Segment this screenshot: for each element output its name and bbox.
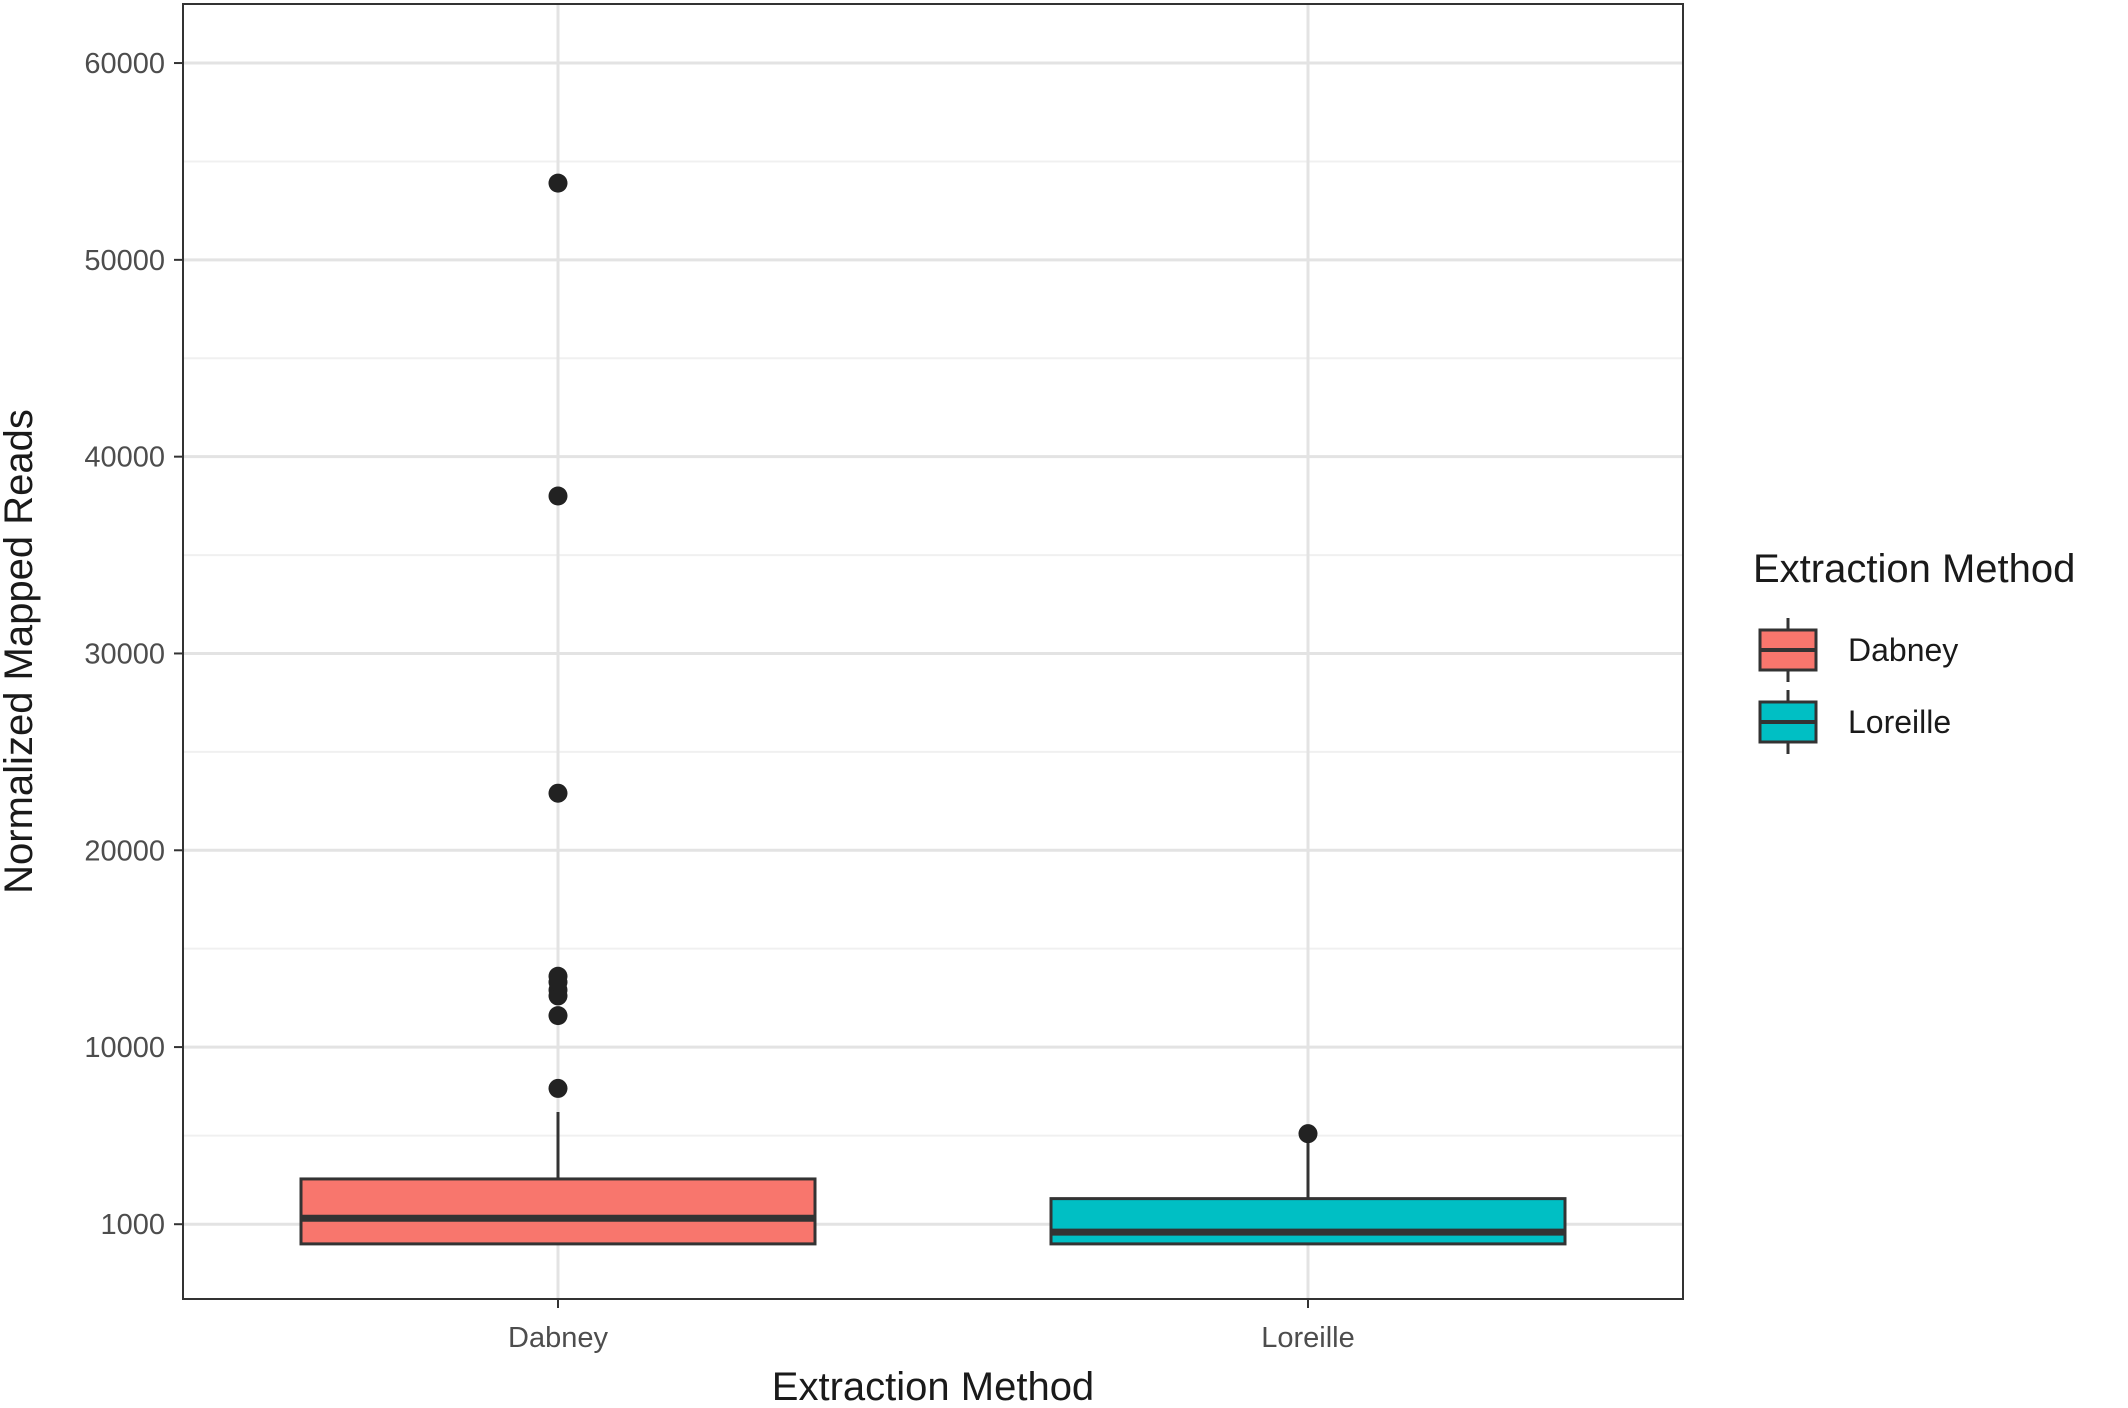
box-loreille	[1049, 1124, 1567, 1246]
outlier-point	[548, 966, 568, 986]
outlier-point	[1298, 1124, 1318, 1144]
grid-lines	[183, 4, 1683, 1299]
box-iqr	[1049, 1197, 1567, 1246]
y-tick-label: 1000	[100, 1209, 165, 1241]
outlier-point	[548, 486, 568, 506]
plot-panel-border	[182, 3, 1684, 1300]
outlier-point	[548, 1006, 568, 1026]
y-axis-title: Normalized Mapped Reads	[0, 409, 41, 894]
y-tick-label: 30000	[84, 638, 165, 670]
axes: 1000 10000 20000 30000 40000 50000 60000 Dabney…	[84, 48, 1354, 1354]
legend: Extraction Method Dabney Loreille	[1753, 547, 2075, 754]
y-tick-label: 40000	[84, 442, 165, 474]
x-tick-label: Dabney	[508, 1322, 608, 1354]
legend-items: Dabney Loreille	[1758, 618, 1958, 754]
y-tick-label: 50000	[84, 245, 165, 277]
legend-title: Extraction Method	[1753, 547, 2075, 591]
legend-label: Dabney	[1848, 632, 1958, 668]
y-tick-label: 60000	[84, 48, 165, 80]
x-tick-label: Loreille	[1261, 1322, 1355, 1354]
boxes	[299, 173, 1567, 1246]
legend-label: Loreille	[1848, 704, 1951, 740]
outlier-point	[548, 1078, 568, 1098]
y-tick-label: 20000	[84, 835, 165, 867]
y-tick-label: 10000	[84, 1032, 165, 1064]
x-axis-title: Extraction Method	[772, 1365, 1094, 1408]
legend-item-dabney: Dabney	[1758, 618, 1958, 682]
box-iqr	[299, 1177, 817, 1246]
outlier-point	[548, 173, 568, 193]
box-dabney	[299, 173, 817, 1246]
outlier-point	[548, 783, 568, 803]
legend-item-loreille: Loreille	[1758, 690, 1951, 754]
